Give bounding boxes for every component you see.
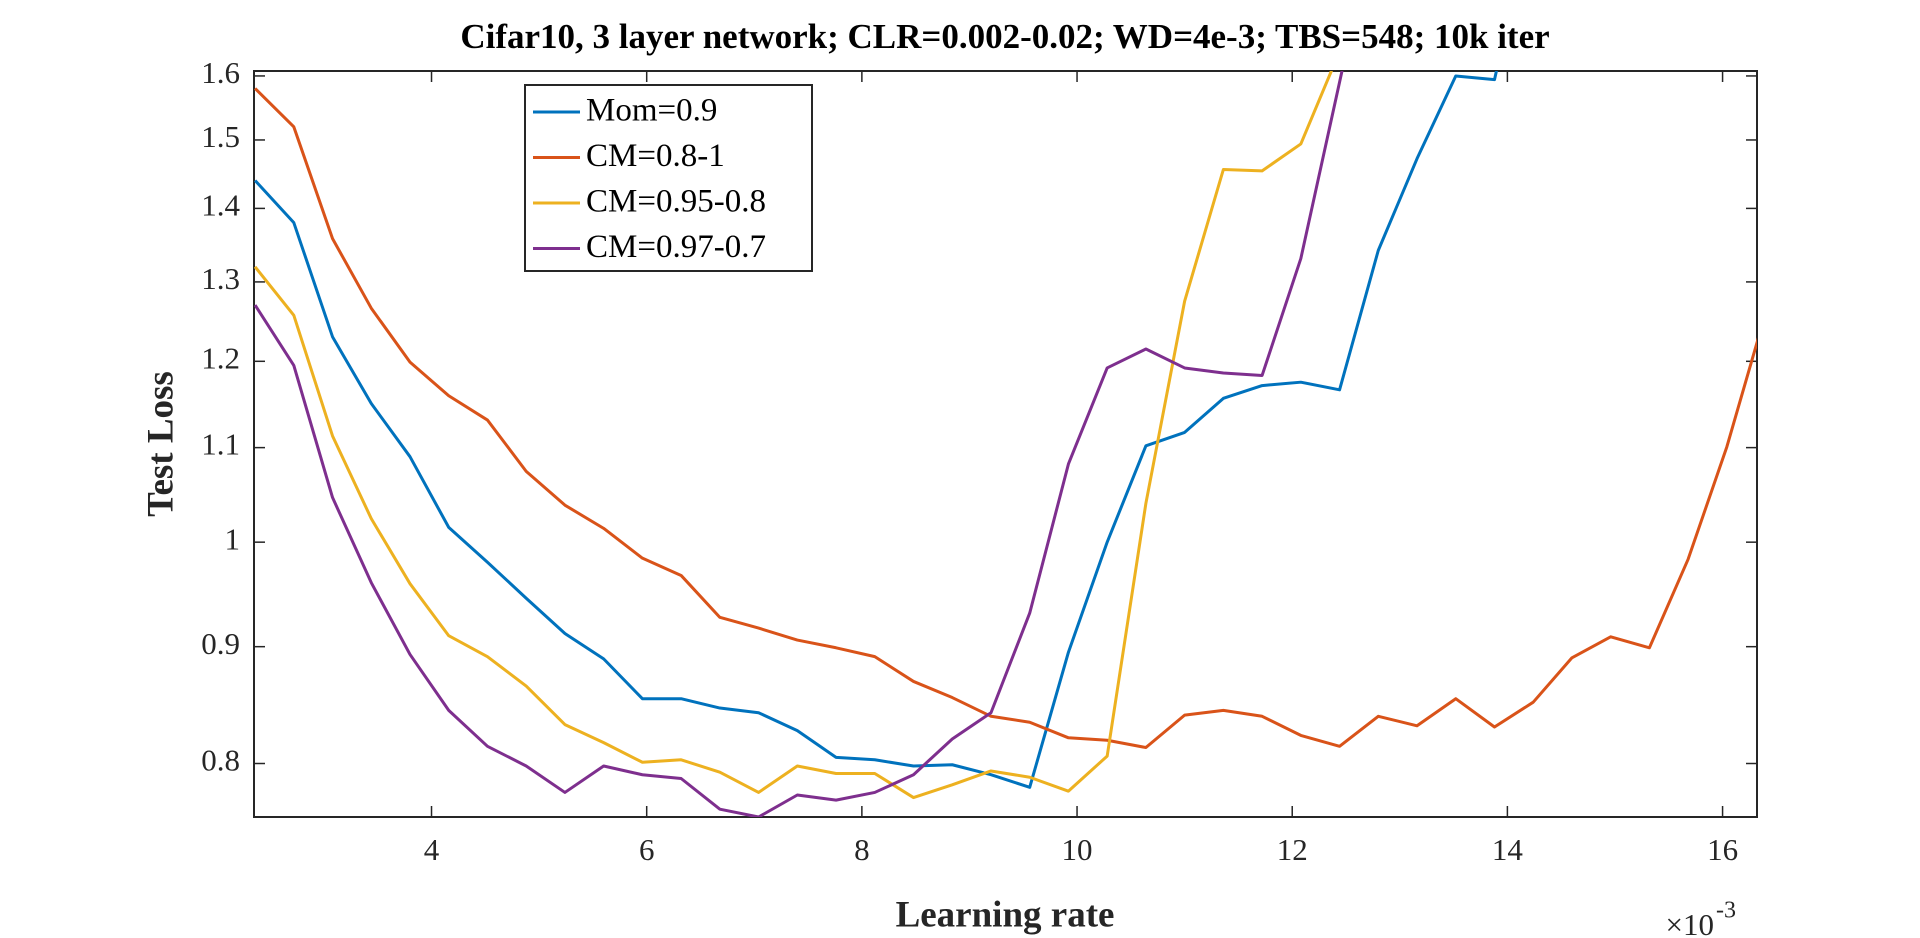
legend-label: CM=0.8-1 xyxy=(586,138,725,174)
chart-title: Cifar10, 3 layer network; CLR=0.002-0.02… xyxy=(460,17,1549,56)
y-tick-label: 1.1 xyxy=(201,427,240,462)
x-tick-label: 14 xyxy=(1492,832,1524,867)
x-axis-label: Learning rate xyxy=(896,894,1115,935)
series-line xyxy=(254,71,1344,817)
series-line xyxy=(254,71,1333,800)
y-tick-label: 1.6 xyxy=(201,55,240,90)
x-multiplier-exponent: -3 xyxy=(1716,898,1736,924)
legend-label: Mom=0.9 xyxy=(586,93,717,129)
y-tick-label: 1.4 xyxy=(201,188,240,223)
plot-area xyxy=(254,71,1757,817)
x-tick-label: 16 xyxy=(1707,832,1738,867)
series-line xyxy=(254,87,1757,750)
y-tick-label: 1.2 xyxy=(201,340,240,375)
x-tick-label: 4 xyxy=(424,832,440,867)
x-tick-label: 8 xyxy=(854,832,870,867)
x-multiplier-base: ×10 xyxy=(1666,907,1714,938)
x-tick-label: 10 xyxy=(1062,832,1093,867)
legend-box xyxy=(524,84,813,272)
y-axis-label: Test Loss xyxy=(140,371,181,517)
x-tick-label: 6 xyxy=(639,832,655,867)
legend-label: CM=0.97-0.7 xyxy=(586,229,766,265)
y-tick-label: 1 xyxy=(225,521,241,556)
y-tick-label: 0.9 xyxy=(201,626,240,661)
plot-frame xyxy=(253,70,1758,818)
y-tick-label: 1.3 xyxy=(201,261,240,296)
x-tick-label: 12 xyxy=(1277,832,1308,867)
series-line xyxy=(254,71,1498,789)
y-tick-label: 0.8 xyxy=(201,743,240,778)
y-tick-label: 1.5 xyxy=(201,119,240,154)
legend-label: CM=0.95-0.8 xyxy=(586,184,766,220)
